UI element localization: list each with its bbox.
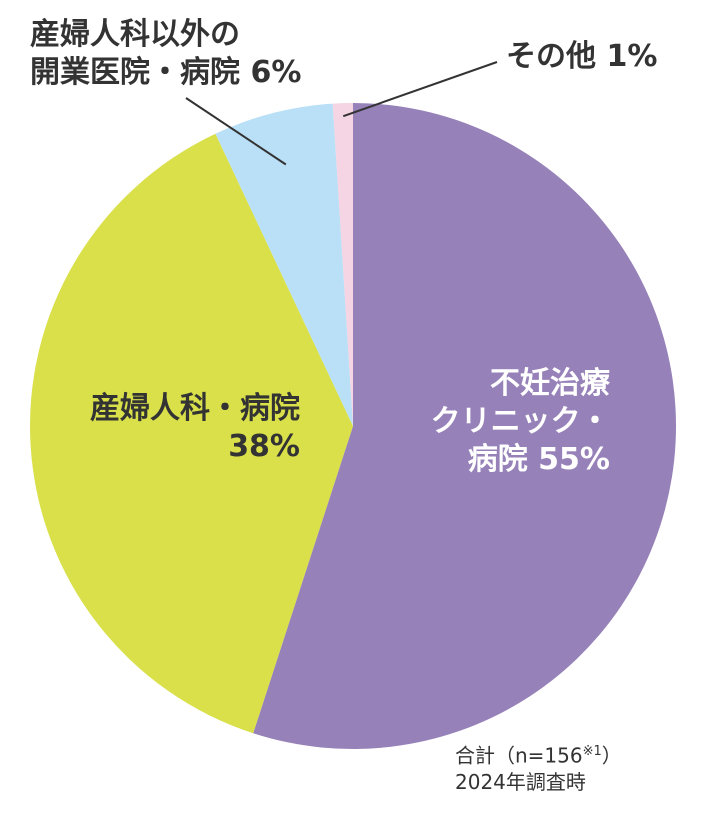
slice-obgyn-hospital xyxy=(29,133,353,734)
slices-group xyxy=(29,103,676,749)
slice-label-obgyn-hospital: 産婦人科・病院 38% xyxy=(90,391,300,464)
slice-label-fertility-clinic: 不妊治療 クリニック・ 病院 55% xyxy=(430,366,610,477)
slice-other xyxy=(332,103,353,426)
leader-lines xyxy=(185,61,498,166)
slice-other-clinic xyxy=(215,103,353,427)
leader-line-other-clinic xyxy=(185,97,287,166)
slice-label-other: その他 1% xyxy=(506,39,658,74)
slice-label-other-clinic: 産婦人科以外の 開業医院・病院 6% xyxy=(30,17,302,90)
leader-line-other xyxy=(342,61,498,118)
slice-fertility-clinic xyxy=(253,103,676,749)
sample-size-note: 合計（n=156※1） xyxy=(455,743,622,768)
survey-date-note: 2024年調査時 xyxy=(455,770,586,794)
